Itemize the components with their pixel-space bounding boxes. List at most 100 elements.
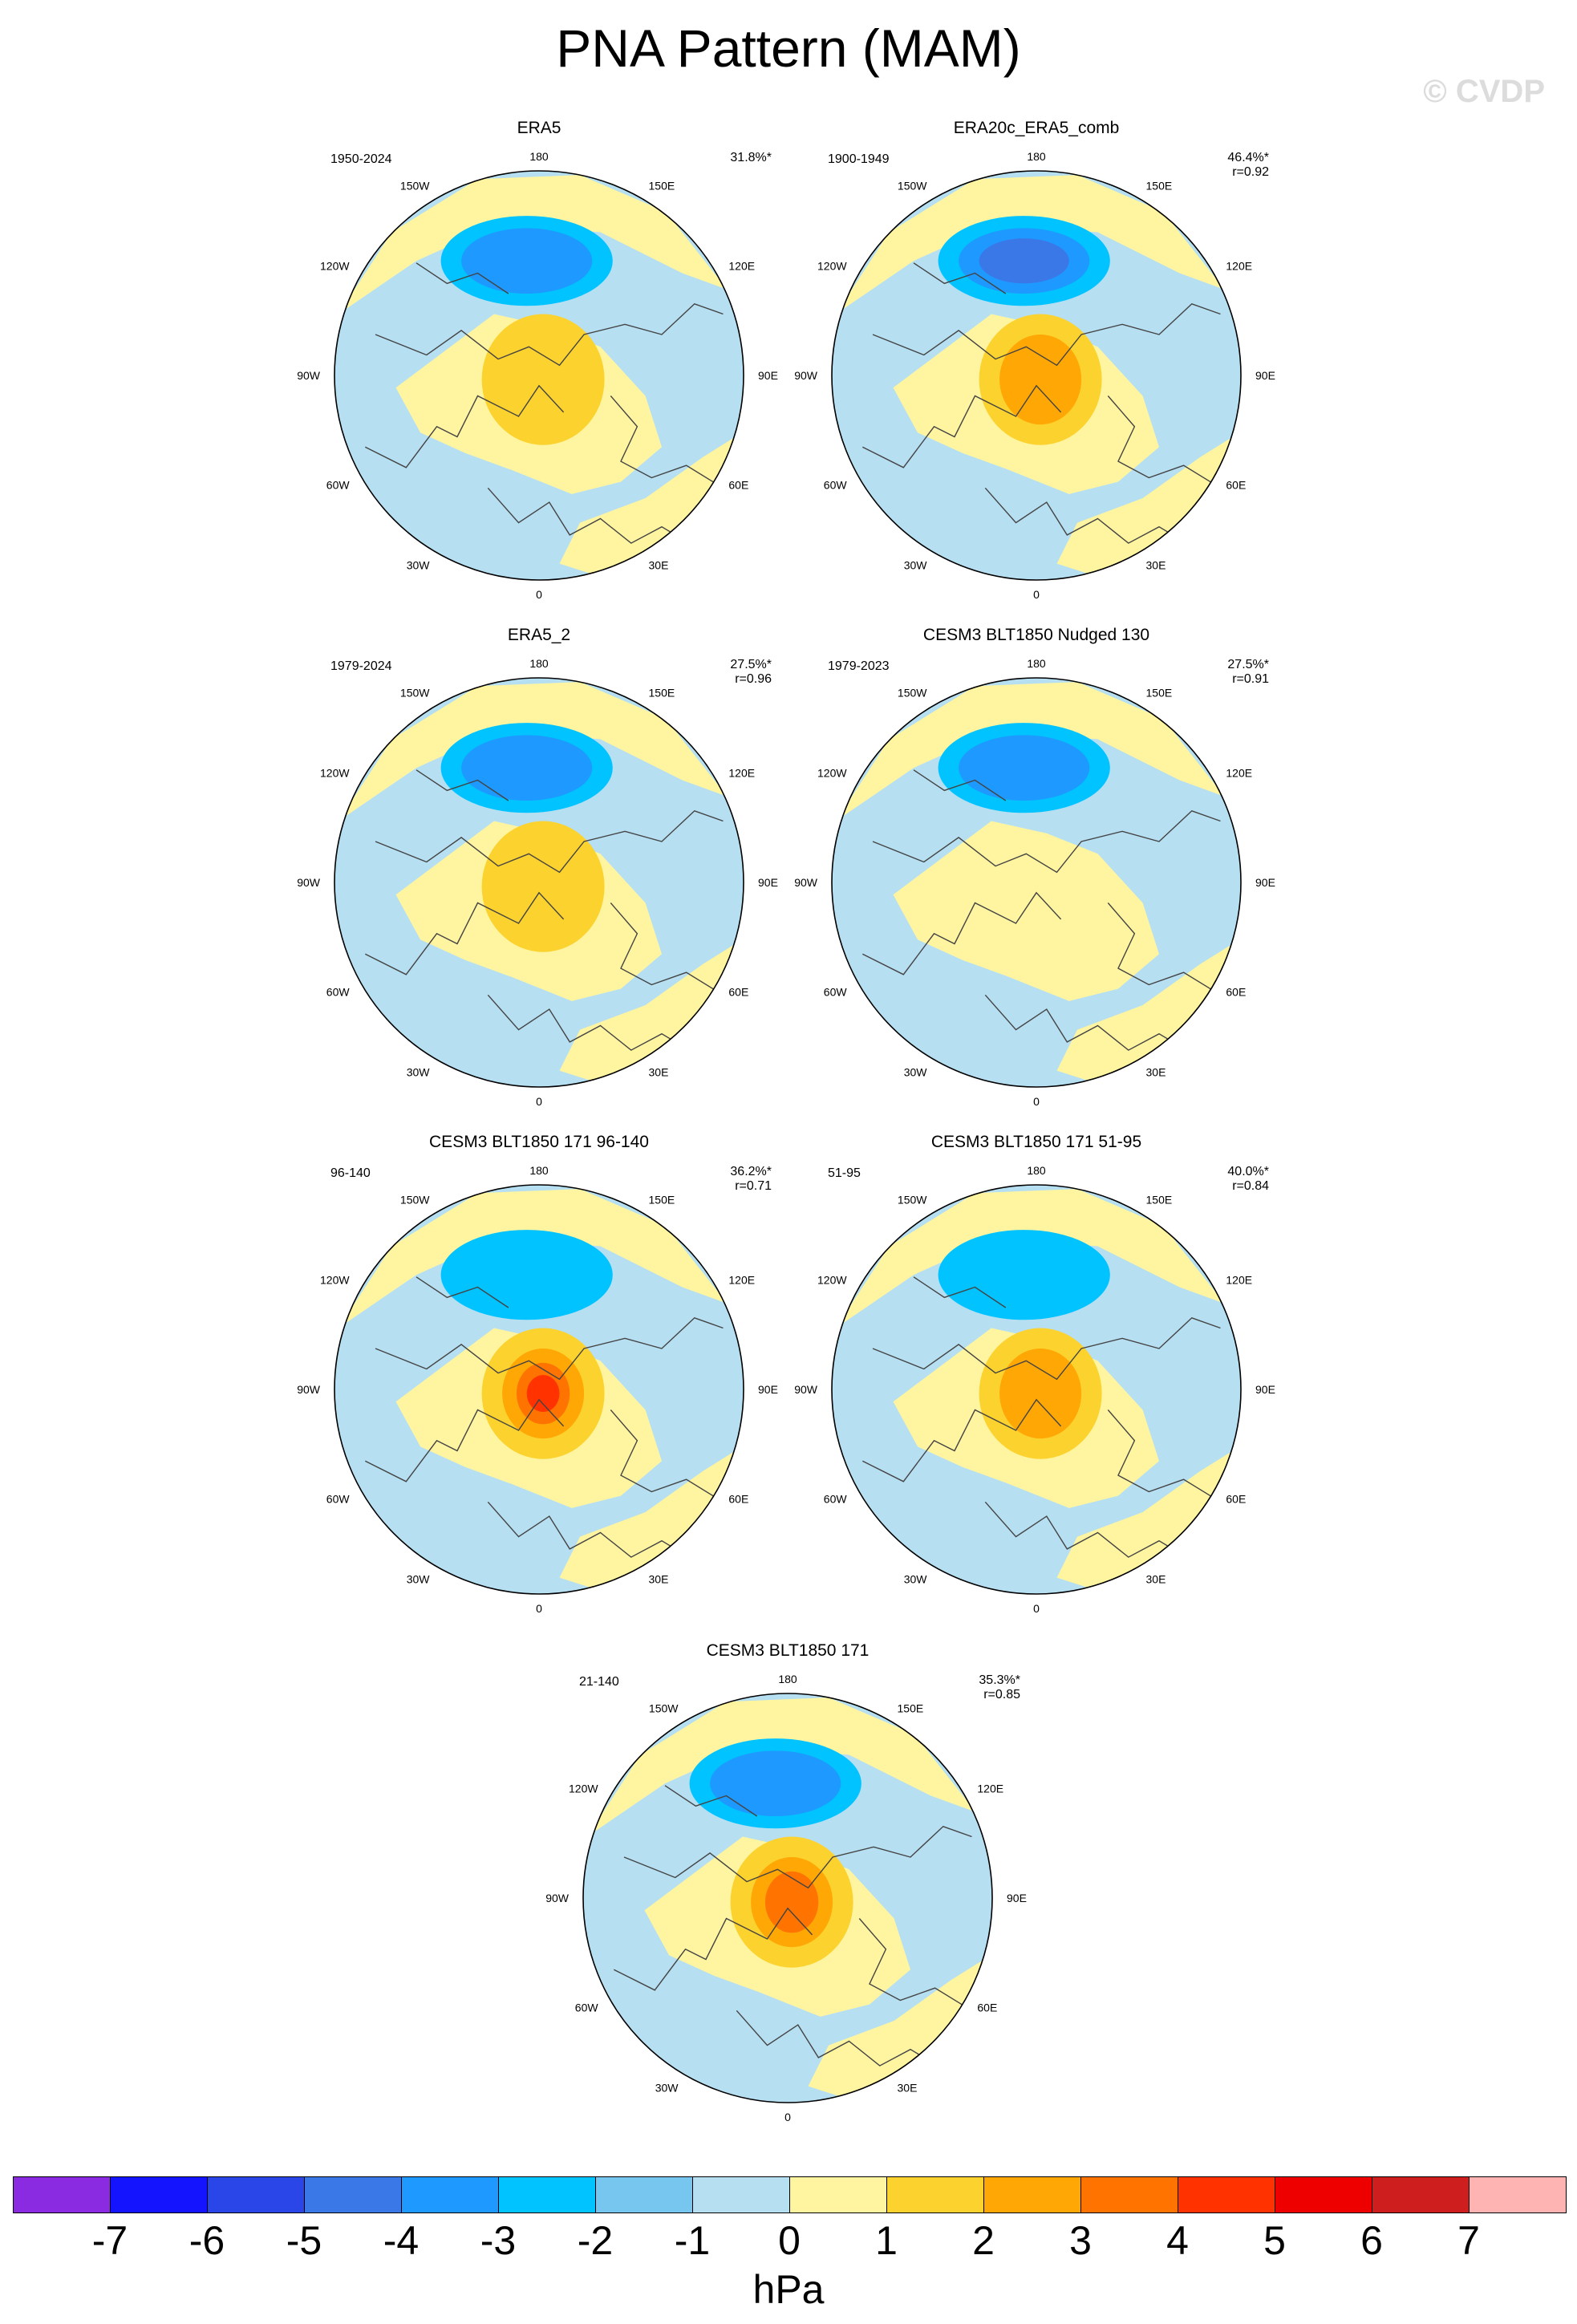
longitude-label: 60E: [728, 1493, 748, 1506]
panel-title: CESM3 BLT1850 Nudged 130: [922, 626, 1150, 644]
panel-period: 51-95: [828, 1166, 861, 1180]
colorbar-units: hPa: [752, 2267, 825, 2312]
longitude-label: 90W: [545, 1892, 570, 1904]
colorbar-tick-label: 6: [1360, 2218, 1383, 2263]
colorbar-swatch: [110, 2176, 208, 2213]
colorbar-swatch: [401, 2176, 499, 2213]
colorbar-swatch: [789, 2176, 887, 2213]
longitude-label: 30E: [1146, 558, 1166, 571]
colorbar-tick-label: 4: [1166, 2218, 1189, 2263]
longitude-label: 180: [1027, 1164, 1046, 1177]
panel-stats: 27.5%* r=0.96: [730, 658, 772, 687]
longitude-label: 150E: [1146, 180, 1173, 193]
longitude-label: 180: [529, 1164, 549, 1177]
colorbar-swatch: [1275, 2176, 1372, 2213]
panel-variance-explained: 27.5%*: [730, 658, 772, 671]
coastline: [913, 262, 1007, 294]
coastline: [364, 1398, 565, 1482]
panel-correlation: r=0.84: [1232, 1179, 1269, 1193]
coastline: [1107, 1409, 1221, 1503]
colorbar: [13, 2176, 1567, 2213]
longitude-label: 150E: [1146, 687, 1173, 700]
longitude-label: 150E: [898, 1702, 924, 1715]
longitude-label: 30E: [1146, 1065, 1166, 1078]
colorbar-tick-label: -1: [674, 2218, 711, 2263]
panel-period: 1900-1949: [828, 152, 890, 166]
longitude-label: 30W: [407, 1572, 431, 1585]
longitude-label: 60E: [1226, 1493, 1246, 1506]
longitude-label: 30W: [904, 1065, 928, 1078]
longitude-label: 90W: [297, 1383, 321, 1396]
colorbar-tick-label: 7: [1457, 2218, 1480, 2263]
longitude-label: 90E: [1255, 369, 1275, 382]
colorbar-swatch: [983, 2176, 1081, 2213]
coastline: [872, 302, 1221, 367]
panel-stats: 31.8%*: [730, 151, 772, 165]
panel-stats: 40.0%* r=0.84: [1227, 1165, 1269, 1194]
longitude-label: 30E: [898, 2081, 918, 2094]
coastline: [623, 1825, 972, 1889]
colorbar-tick-label: 3: [1069, 2218, 1092, 2263]
coastline: [610, 1409, 724, 1503]
field-positive-region: [339, 682, 728, 821]
coastline: [984, 487, 1201, 552]
panel-variance-explained: 36.2%*: [730, 1165, 772, 1178]
longitude-label: 180: [1027, 150, 1046, 163]
longitude-label: 120E: [977, 1783, 1003, 1795]
field-low-contour: [461, 735, 593, 801]
polar-map: 180 150E 120E 90E 60E 30E 0 30W 60W 90W 120W 150W: [545, 1673, 1027, 2123]
longitude-label: 60E: [728, 479, 748, 492]
longitude-label: 30W: [407, 558, 431, 571]
longitude-label: 60W: [824, 986, 848, 999]
longitude-label: 180: [1027, 657, 1046, 670]
field-high-contour: [526, 1375, 560, 1413]
panel-variance-explained: 31.8%*: [730, 151, 772, 164]
map-panel: 180 150E 120E 90E 60E 30E 0 30W 60W 90W 120W 150W ER…: [290, 626, 788, 1108]
panel-title: CESM3 BLT1850 171 96-140: [429, 1133, 649, 1151]
longitude-label: 60W: [575, 2002, 599, 2014]
longitude-label: 60E: [728, 986, 748, 999]
longitude-label: 120W: [569, 1783, 598, 1795]
longitude-label: 0: [1033, 1602, 1040, 1615]
polar-map: 180 150E 120E 90E 60E 30E 0 30W 60W 90W 120W 150W: [297, 150, 778, 601]
coastline: [872, 809, 1221, 874]
field-high-contour: [764, 1871, 819, 1933]
colorbar-tick-label: -3: [480, 2218, 517, 2263]
coastline: [375, 809, 724, 874]
field-low-contour: [979, 238, 1069, 284]
longitude-label: 0: [536, 588, 542, 601]
polar-map: 180 150E 120E 90E 60E 30E 0 30W 60W 90W 120W 150W: [794, 657, 1275, 1108]
longitude-label: 150W: [649, 1702, 679, 1715]
colorbar-swatch: [886, 2176, 984, 2213]
coastline: [984, 994, 1201, 1059]
panel-stats: 36.2%* r=0.71: [730, 1165, 772, 1194]
longitude-label: 120W: [320, 260, 350, 273]
panel-period: 1979-2024: [330, 659, 392, 673]
coastline: [487, 487, 703, 552]
field-high-contour: [999, 1349, 1082, 1439]
coastline: [487, 1501, 703, 1566]
longitude-label: 150E: [649, 1194, 675, 1207]
longitude-label: 30E: [1146, 1572, 1166, 1585]
colorbar-tick-label: -5: [286, 2218, 322, 2263]
longitude-label: 90W: [297, 369, 321, 382]
panel-period: 21-140: [579, 1675, 619, 1689]
map-panel: 180 150E 120E 90E 60E 30E 0 30W 60W 90W 120W 150W CE…: [788, 1133, 1285, 1615]
longitude-label: 90E: [1255, 876, 1275, 889]
field-low-contour: [710, 1750, 841, 1816]
map-border: [831, 170, 1242, 581]
map-panel: 180 150E 120E 90E 60E 30E 0 30W 60W 90W 120W 150W CE…: [788, 626, 1285, 1108]
panel-correlation: r=0.96: [735, 672, 772, 686]
panel-stats: 35.3%* r=0.85: [979, 1673, 1020, 1702]
longitude-label: 30W: [904, 1572, 928, 1585]
figure-title: PNA Pattern (MAM): [556, 18, 1021, 78]
map-panel: 180 150E 120E 90E 60E 30E 0 30W 60W 90W 120W 150W CE…: [539, 1641, 1036, 2123]
panel-period: 1950-2024: [330, 152, 392, 166]
longitude-label: 180: [529, 150, 549, 163]
map-border: [334, 1184, 744, 1595]
cvdp-watermark: © CVDP: [1423, 74, 1545, 109]
longitude-label: 90W: [794, 876, 818, 889]
panel-correlation: r=0.91: [1232, 672, 1269, 686]
longitude-label: 180: [529, 657, 549, 670]
colorbar-swatch: [595, 2176, 693, 2213]
